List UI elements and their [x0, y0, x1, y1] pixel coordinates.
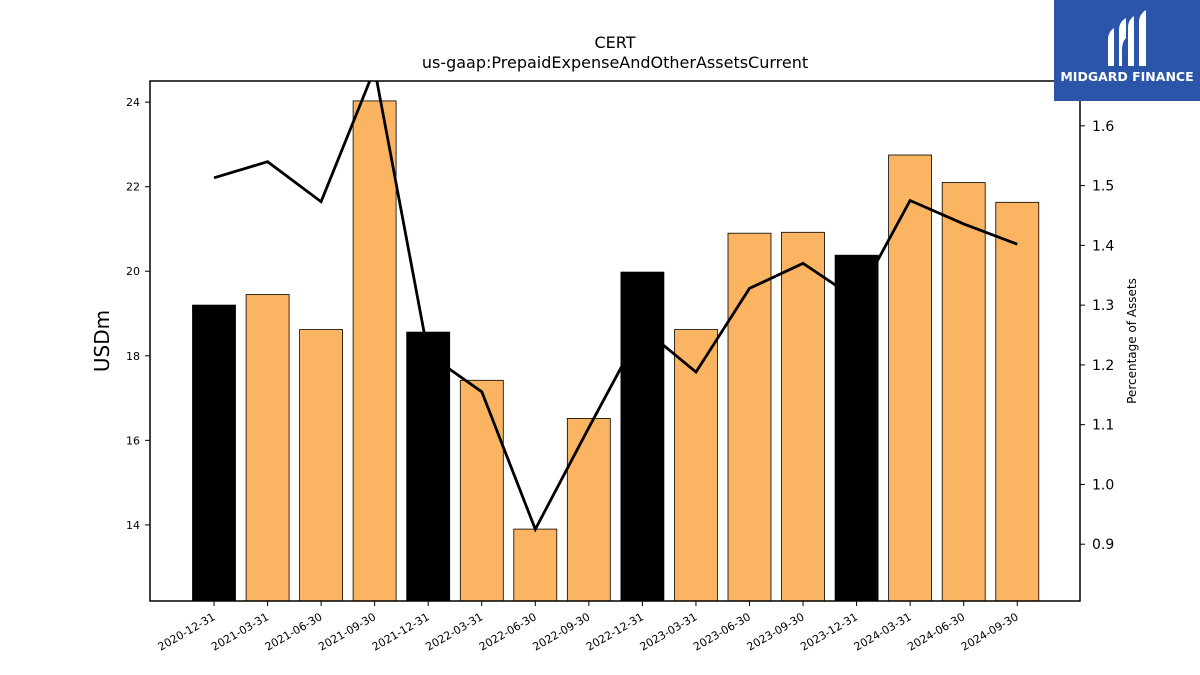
line-series	[213, 81, 1018, 533]
y2-tick-label: 1.5	[1092, 179, 1114, 195]
y-axis-left: 14 16 18 20 22 24	[126, 96, 150, 532]
logo-background	[1054, 0, 1200, 101]
x-tick-label: 2020-12-31	[156, 610, 218, 653]
x-tick-label: 2023-06-30	[691, 610, 753, 653]
x-tick-label: 2021-03-31	[209, 610, 271, 653]
bar-2020-12-31	[192, 304, 236, 602]
y-axis-label: USDm	[90, 310, 114, 372]
plot-frame	[149, 80, 1081, 602]
midgard-finance-logo: MIDGARD FINANCE	[1054, 0, 1200, 101]
y2-tick-label: 0.9	[1092, 537, 1114, 553]
x-tick-label: 2024-03-31	[852, 610, 914, 653]
x-axis: 2020-12-312021-03-312021-06-302021-09-30…	[156, 601, 1021, 654]
y-tick-label: 16	[126, 434, 140, 447]
x-tick-label: 2024-06-30	[905, 610, 967, 653]
x-tick-label: 2021-06-30	[263, 610, 325, 653]
bar-2024-03-31	[888, 154, 932, 602]
x-tick-label: 2022-06-30	[477, 610, 539, 653]
y2-axis-label: Percentage of Assets	[1125, 278, 1139, 404]
y2-tick-label: 1.1	[1092, 418, 1114, 434]
bar-2023-09-30	[781, 231, 825, 602]
bar-2022-06-30	[513, 528, 558, 602]
bar-2023-12-31	[834, 254, 879, 602]
bar-2021-09-30	[352, 100, 397, 602]
y2-tick-label: 1.2	[1092, 358, 1114, 374]
x-tick-label: 2023-12-31	[798, 610, 860, 653]
bar-2022-09-30	[566, 417, 611, 602]
y2-tick-label: 1.6	[1092, 119, 1114, 135]
logo-text: MIDGARD FINANCE	[1060, 69, 1193, 84]
bar-2021-03-31	[245, 294, 290, 602]
y-tick-label: 20	[126, 265, 140, 278]
y-tick-label: 18	[126, 350, 140, 363]
chart-subtitle: us-gaap:PrepaidExpenseAndOtherAssetsCurr…	[422, 53, 808, 72]
bar-2024-06-30	[941, 182, 986, 602]
y2-tick-label: 1.4	[1092, 238, 1114, 254]
bar-2022-03-31	[459, 379, 504, 602]
x-tick-label: 2021-09-30	[316, 610, 378, 653]
y-tick-label: 14	[126, 519, 140, 532]
y-tick-label: 22	[126, 181, 140, 194]
x-tick-label: 2021-12-31	[370, 610, 432, 653]
chart-title: CERT	[594, 33, 635, 52]
x-tick-label: 2022-12-31	[584, 610, 646, 653]
x-tick-label: 2024-09-30	[959, 610, 1021, 653]
bar-2021-12-31	[406, 331, 451, 602]
bar-series	[192, 100, 1040, 602]
bar-2022-12-31	[620, 271, 665, 602]
y2-tick-label: 1.3	[1092, 298, 1114, 314]
bar-2023-06-30	[727, 232, 772, 602]
bar-2023-03-31	[674, 329, 718, 602]
y-tick-label: 24	[126, 96, 140, 109]
x-tick-label: 2023-09-30	[745, 610, 807, 653]
x-tick-label: 2022-09-30	[530, 610, 592, 653]
bar-2024-09-30	[995, 201, 1040, 602]
bar-2021-06-30	[299, 329, 344, 602]
y-axis-right: 0.9 1.0 1.1 1.2 1.3 1.4 1.5 1.6	[1080, 119, 1114, 553]
x-tick-label: 2023-03-31	[638, 610, 700, 653]
x-tick-label: 2022-03-31	[423, 610, 485, 653]
y2-tick-label: 1.0	[1092, 477, 1114, 493]
logo-mark-icon	[1108, 10, 1146, 66]
percentage-of-assets-line	[213, 81, 1018, 533]
